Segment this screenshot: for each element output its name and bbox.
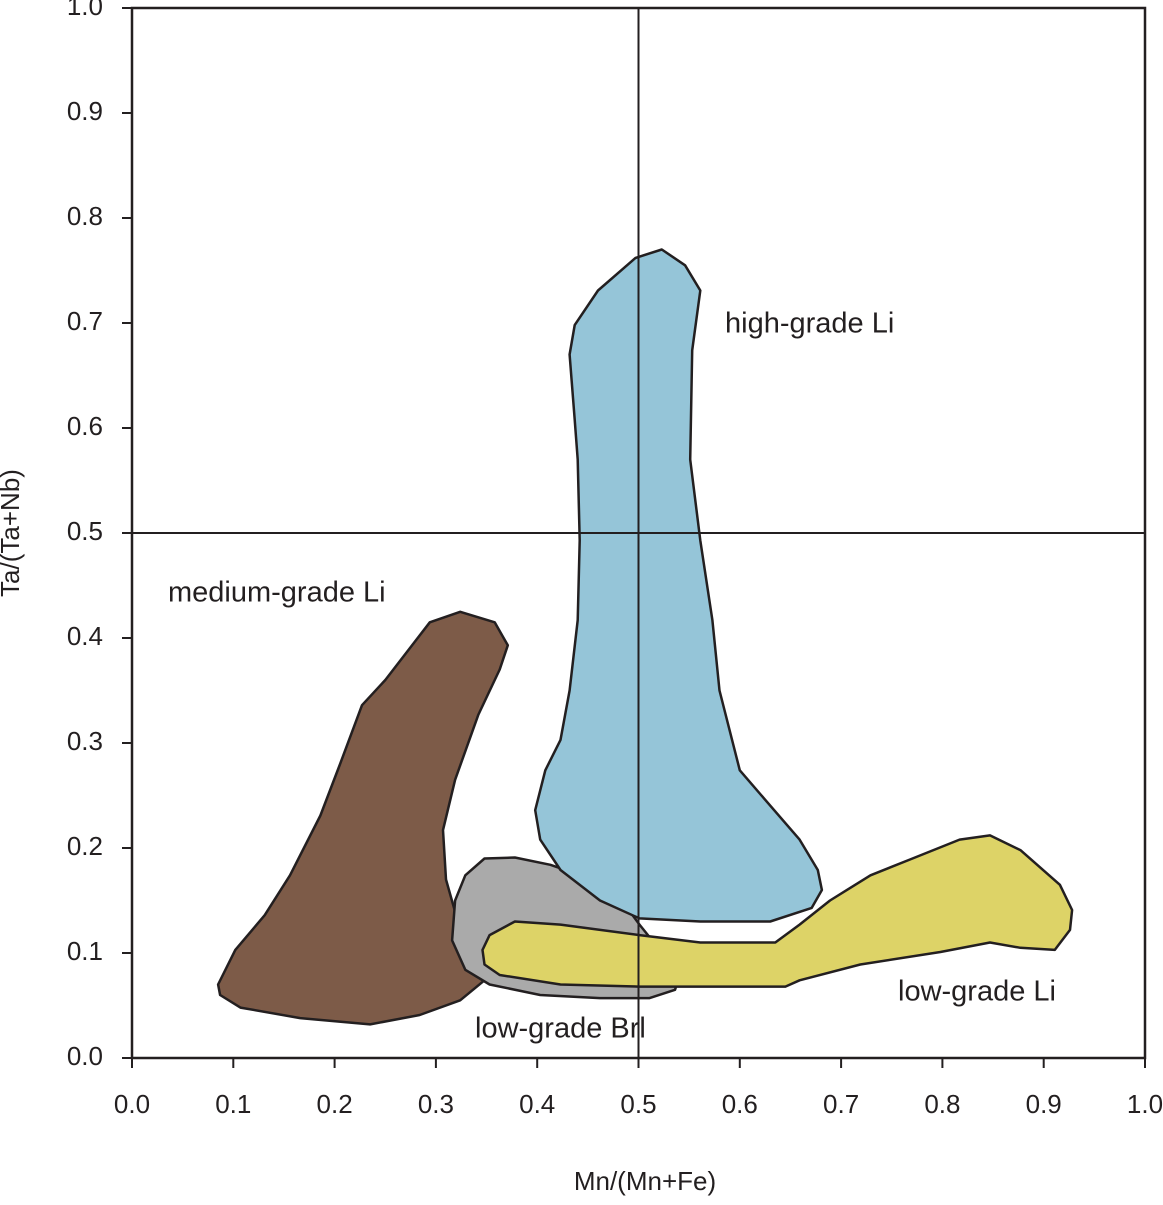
x-tick-label: 0.7 bbox=[823, 1089, 859, 1119]
y-axis-title: Ta/(Ta+Nb) bbox=[0, 469, 25, 597]
y-tick-label: 0.5 bbox=[67, 516, 103, 546]
x-tick-label: 0.9 bbox=[1026, 1089, 1062, 1119]
field-region bbox=[481, 834, 1074, 988]
y-tick-label: 0.7 bbox=[67, 306, 103, 336]
x-tick-label: 0.8 bbox=[924, 1089, 960, 1119]
y-tick-label: 0.2 bbox=[67, 831, 103, 861]
field-label: high-grade Li bbox=[725, 308, 894, 340]
field-label: low-grade Brl bbox=[475, 1013, 646, 1045]
field-label: low-grade Li bbox=[898, 976, 1056, 1008]
y-tick-label: 0.4 bbox=[67, 621, 103, 651]
x-tick-label: 0.1 bbox=[215, 1089, 251, 1119]
x-tick-label: 0.3 bbox=[418, 1089, 454, 1119]
y-tick-label: 0.9 bbox=[67, 96, 103, 126]
x-tick-label: 0.2 bbox=[317, 1089, 353, 1119]
field-label: medium-grade Li bbox=[168, 577, 386, 609]
x-tick-label: 0.4 bbox=[519, 1089, 555, 1119]
field-region bbox=[533, 248, 824, 923]
field-region bbox=[216, 610, 510, 1026]
y-tick-label: 1.0 bbox=[67, 0, 103, 21]
x-tick-label: 0.6 bbox=[722, 1089, 758, 1119]
y-tick-label: 0.3 bbox=[67, 726, 103, 756]
x-axis-title: Mn/(Mn+Fe) bbox=[574, 1166, 716, 1196]
x-tick-label: 1.0 bbox=[1127, 1089, 1163, 1119]
y-tick-label: 0.6 bbox=[67, 411, 103, 441]
y-tick-label: 0.1 bbox=[67, 936, 103, 966]
x-tick-label: 0.5 bbox=[620, 1089, 656, 1119]
x-tick-label: 0.0 bbox=[114, 1089, 150, 1119]
y-tick-label: 0.0 bbox=[67, 1041, 103, 1071]
y-tick-label: 0.8 bbox=[67, 201, 103, 231]
